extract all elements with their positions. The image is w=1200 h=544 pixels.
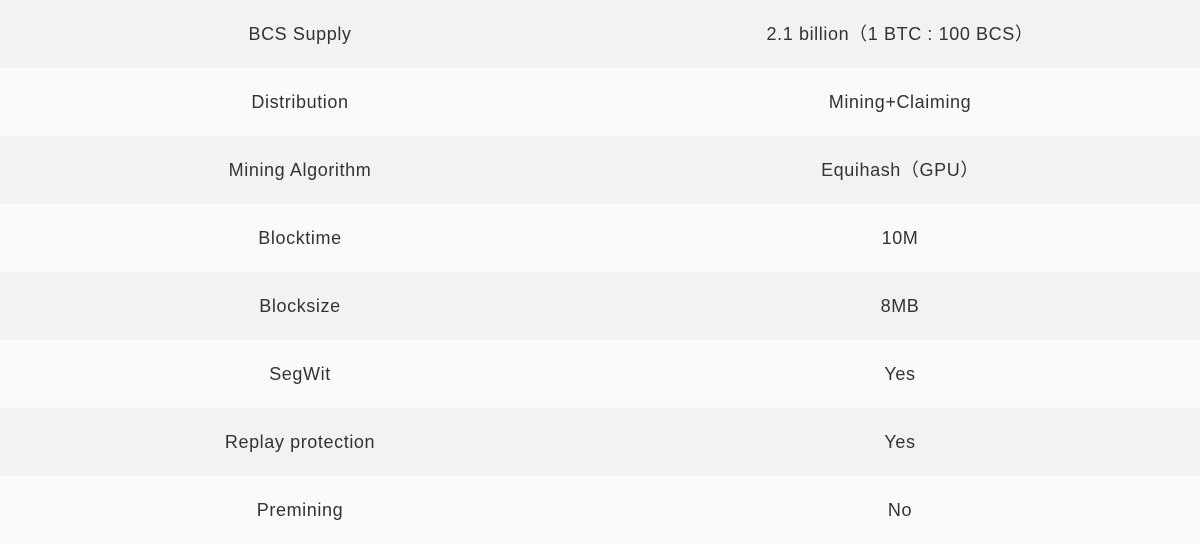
row-label: Blocktime bbox=[258, 228, 342, 248]
row-value: 10M bbox=[881, 228, 919, 248]
row-label: Replay protection bbox=[224, 432, 376, 452]
table-row: Blocksize 8MB bbox=[0, 272, 1200, 340]
row-value: No bbox=[887, 500, 913, 520]
row-label: Blocksize bbox=[259, 296, 341, 316]
table-row: Premining No bbox=[0, 476, 1200, 544]
row-value: 8MB bbox=[880, 296, 920, 316]
row-value: Yes bbox=[884, 364, 916, 384]
table-row: Blocktime 10M bbox=[0, 204, 1200, 272]
table-row: BCS Supply 2.1 billion（1 BTC : 100 BCS） bbox=[0, 0, 1200, 68]
row-label: Distribution bbox=[251, 92, 349, 112]
table-row: SegWit Yes bbox=[0, 340, 1200, 408]
table-row: Distribution Mining+Claiming bbox=[0, 68, 1200, 136]
row-value: 2.1 billion（1 BTC : 100 BCS） bbox=[766, 24, 1034, 44]
row-value: Equihash（GPU） bbox=[821, 160, 979, 180]
row-label: BCS Supply bbox=[248, 24, 352, 44]
table-row: Replay protection Yes bbox=[0, 408, 1200, 476]
row-value: Yes bbox=[884, 432, 916, 452]
row-label: Premining bbox=[256, 500, 344, 520]
row-label: Mining Algorithm bbox=[228, 160, 372, 180]
row-label: SegWit bbox=[269, 364, 331, 384]
row-value: Mining+Claiming bbox=[828, 92, 972, 112]
table-row: Mining Algorithm Equihash（GPU） bbox=[0, 136, 1200, 204]
